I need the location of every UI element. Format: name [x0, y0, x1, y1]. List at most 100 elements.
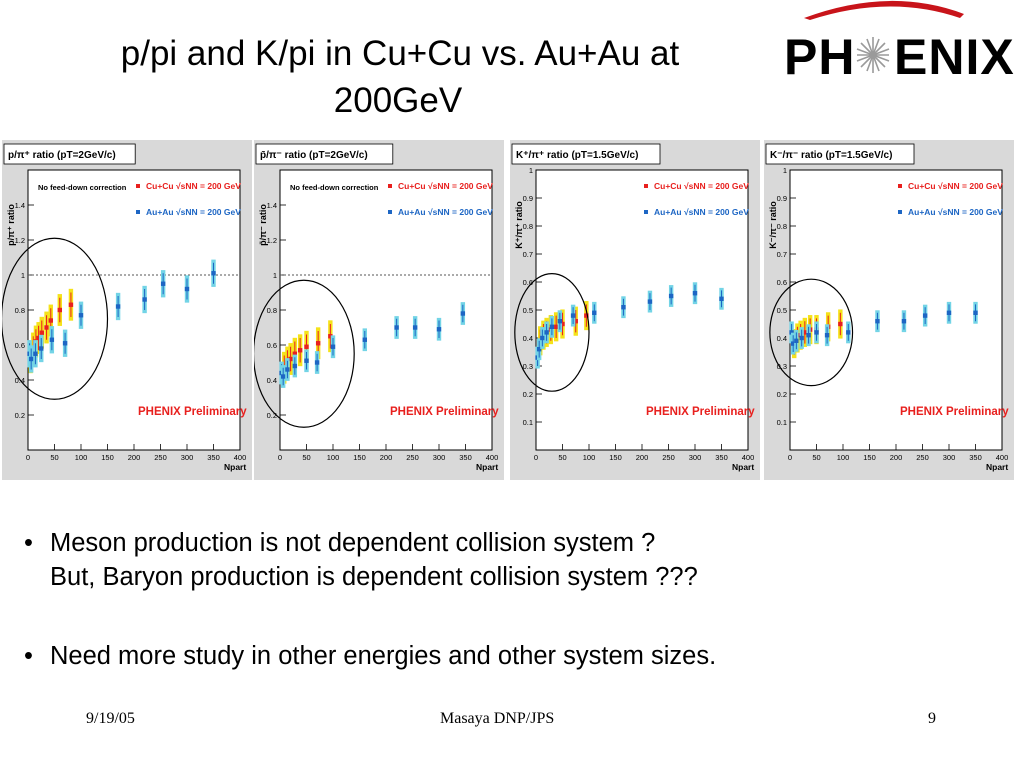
- data-point: [922, 313, 928, 318]
- bullet-dot-icon: •: [24, 529, 33, 557]
- data-point: [436, 327, 442, 332]
- legend-marker: [898, 210, 902, 214]
- x-tick-label: 400: [486, 453, 499, 462]
- x-axis-label: Npart: [732, 462, 754, 472]
- data-point: [78, 313, 84, 318]
- data-point: [36, 335, 41, 341]
- x-tick-label: 250: [662, 453, 675, 462]
- legend-marker: [136, 210, 140, 214]
- slide-title-line1: p/pi and K/pi in Cu+Cu vs. Au+Au at: [120, 34, 680, 73]
- plot-title-frame: [3, 143, 136, 165]
- x-tick-label: 250: [916, 453, 929, 462]
- y-axis-label: p/π⁺ ratio: [6, 204, 16, 246]
- data-point: [570, 313, 576, 318]
- y-tick-label: 0.8: [523, 222, 533, 231]
- plot-area: [27, 169, 241, 451]
- x-tick-label: 300: [943, 453, 956, 462]
- data-point: [362, 337, 367, 342]
- data-point: [297, 348, 303, 353]
- data-point: [48, 318, 53, 323]
- y-axis-label: K⁺/π⁺ ratio: [514, 201, 524, 249]
- data-point: [789, 330, 794, 335]
- data-point: [160, 281, 166, 286]
- x-tick-label: 0: [26, 453, 30, 462]
- data-point: [304, 344, 309, 349]
- plot-area: [789, 169, 1003, 451]
- data-point: [68, 302, 74, 307]
- legend-entry: Au+Au √sNN = 200 GeV: [908, 207, 1003, 217]
- y-tick-label: 1: [783, 166, 787, 175]
- legend-marker: [388, 184, 392, 188]
- data-point: [846, 330, 851, 335]
- y-tick-label: 0.2: [15, 411, 25, 420]
- x-tick-label: 350: [459, 453, 472, 462]
- data-point: [315, 341, 321, 346]
- data-point: [794, 338, 799, 343]
- chart-pbar-pi-minus: p̄/π⁻ ratio (pT=2GeV/c) 0.2 0.4 0.6 0.8 1 1.2 1…: [254, 140, 504, 480]
- data-point: [328, 334, 333, 339]
- y-axis-label: K⁻/π⁻ ratio: [768, 201, 778, 249]
- y-tick-label: 0.2: [523, 390, 533, 399]
- x-tick-label: 200: [636, 453, 649, 462]
- bullet-item-1: • Meson production is not dependent coll…: [24, 526, 1004, 594]
- data-point: [692, 291, 698, 296]
- plot-title-box: K⁻/π⁻ ratio (pT=1.5GeV/c): [765, 143, 915, 165]
- footer-page-number: 9: [928, 710, 936, 727]
- x-tick-label: 150: [101, 453, 114, 462]
- plot-area: [279, 169, 493, 451]
- phenix-logo-swoosh-icon: [804, 0, 964, 73]
- preliminary-label: PHENIX Preliminary: [900, 406, 1009, 418]
- plot-title: p̄/π⁻ ratio (pT=2GeV/c): [260, 150, 368, 161]
- phenix-logo: PH ENIX: [780, 0, 1024, 90]
- x-axis-label: Npart: [224, 462, 246, 472]
- data-point: [814, 330, 819, 335]
- y-tick-label: 1: [529, 166, 533, 175]
- y-axis-label: p̄/π⁻ ratio: [258, 204, 268, 246]
- y-tick-label: 1.4: [267, 201, 277, 210]
- data-point: [280, 374, 286, 379]
- data-point: [901, 319, 907, 324]
- x-tick-label: 350: [207, 453, 220, 462]
- data-point: [44, 325, 49, 330]
- bullet-1-line1: Meson production is not dependent collis…: [50, 529, 656, 557]
- legend-entry: Au+Au √sNN = 200 GeV: [398, 207, 493, 217]
- x-tick-label: 100: [837, 453, 850, 462]
- data-point: [824, 333, 830, 338]
- data-point: [668, 293, 674, 299]
- data-point: [549, 324, 555, 329]
- y-tick-label: 0.2: [777, 390, 787, 399]
- data-point: [946, 310, 952, 315]
- plot-title-box: K⁺/π⁺ ratio (pT=1.5GeV/c): [511, 143, 661, 165]
- x-tick-label: 400: [996, 453, 1009, 462]
- plot-title-box: p/π⁺ ratio (pT=2GeV/c): [3, 143, 136, 165]
- x-tick-label: 100: [75, 453, 88, 462]
- y-tick-label: 0.9: [777, 194, 787, 203]
- plot-title: K⁺/π⁺ ratio (pT=1.5GeV/c): [516, 150, 638, 161]
- data-point: [973, 310, 978, 315]
- data-point: [799, 335, 804, 341]
- legend-entry: Cu+Cu √sNN = 200 GeV: [398, 181, 493, 191]
- x-tick-label: 50: [50, 453, 58, 462]
- y-tick-label: 0.5: [523, 306, 533, 315]
- legend-entry: Au+Au √sNN = 200 GeV: [146, 207, 241, 217]
- y-tick-label: 1.4: [15, 201, 25, 210]
- data-point: [330, 344, 336, 349]
- data-point: [288, 356, 293, 362]
- y-tick-label: 0.6: [777, 278, 787, 287]
- data-point: [314, 360, 320, 365]
- bullet-1-line2: But, Baryon production is dependent coll…: [50, 563, 698, 591]
- data-point: [142, 297, 147, 302]
- data-point: [211, 271, 216, 276]
- data-point: [285, 367, 290, 372]
- highlight-ellipse: [2, 237, 109, 400]
- bullet-item-2: • Need more study in other energies and …: [24, 639, 1004, 673]
- data-point: [557, 319, 563, 324]
- data-point: [544, 330, 549, 335]
- data-point: [621, 305, 626, 310]
- data-point: [592, 310, 597, 315]
- data-point: [806, 333, 811, 338]
- y-tick-label: 1.2: [15, 236, 25, 245]
- data-point: [49, 337, 55, 342]
- y-tick-label: 0.4: [523, 334, 533, 343]
- x-tick-label: 0: [788, 453, 792, 462]
